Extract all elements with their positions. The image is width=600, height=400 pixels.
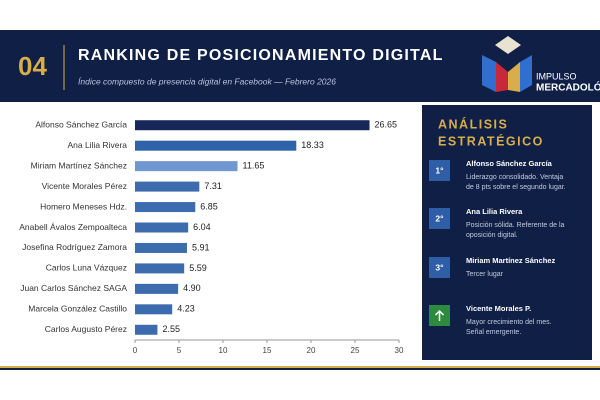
panel-bg (422, 105, 592, 360)
category-label: Vicente Morales Pérez (42, 181, 127, 191)
category-label: Miriam Martínez Sánchez (31, 160, 127, 170)
panel-title: ANÁLISIS (438, 116, 508, 131)
category-label: Carlos Luna Vázquez (46, 263, 127, 273)
badge-label: 1° (435, 165, 444, 175)
badge (429, 208, 450, 229)
footer-navy (0, 368, 600, 370)
category-label: Homero Meneses Hdz. (40, 201, 127, 211)
item-name: Vicente Morales P. (466, 304, 531, 313)
bar (135, 181, 200, 192)
subtitle: Índice compuesto de presencia digital en… (78, 76, 336, 86)
bar (135, 140, 297, 151)
value-label: 6.85 (200, 201, 218, 211)
value-label: 6.04 (193, 222, 211, 232)
bar (135, 324, 158, 335)
category-label: Ana Lilia Rivera (67, 140, 127, 150)
bar (135, 304, 173, 315)
x-tick-label: 30 (395, 346, 404, 355)
x-tick-label: 15 (263, 346, 272, 355)
x-tick-label: 20 (307, 346, 316, 355)
footer-gold (0, 366, 600, 368)
x-tick-label: 25 (351, 346, 360, 355)
value-label: 18.33 (301, 140, 324, 150)
bar (135, 242, 188, 253)
value-label: 2.55 (162, 324, 180, 334)
category-label: Juan Carlos Sánchez SAGA (20, 283, 127, 293)
item-text: Liderazgo consolidado. Ventaja (466, 174, 563, 181)
item-name: Miriam Martínez Sánchez (466, 256, 555, 265)
value-label: 5.59 (189, 263, 207, 273)
logo-line2: MERCADOLÓGICO (536, 81, 600, 94)
panel-title: ESTRATÉGICO (438, 133, 544, 148)
badge (429, 257, 450, 278)
bar (135, 120, 370, 131)
x-tick-label: 5 (177, 346, 182, 355)
arrow-icon (434, 309, 445, 321)
bar (135, 222, 189, 233)
category-label: Anabell Ávalos Zempoalteca (19, 222, 127, 232)
bar (135, 161, 238, 172)
item-text: Tercer lugar (466, 271, 504, 278)
logo-mark (482, 36, 532, 92)
value-label: 11.65 (243, 161, 265, 171)
slide-number: 04 (18, 51, 47, 81)
item-name: Ana Lilia Rivera (466, 207, 523, 216)
category-label: Josefina Rodríguez Zamora (22, 242, 127, 252)
bar (135, 283, 179, 294)
item-text: oposición digital. (466, 232, 518, 239)
item-text: Señal emergente. (466, 329, 521, 336)
bar (135, 263, 185, 274)
badge-label: 3° (435, 262, 444, 272)
x-tick-label: 0 (133, 346, 138, 355)
item-text: Posición sólida. Referente de la (466, 222, 565, 229)
category-label: Marcela González Castillo (28, 304, 127, 314)
badge (429, 160, 450, 181)
value-label: 26.65 (375, 120, 398, 130)
item-text: Mayor crecimiento del mes. (466, 319, 552, 326)
value-label: 5.91 (192, 242, 210, 252)
bar (135, 202, 196, 213)
value-label: 7.31 (204, 181, 222, 191)
x-tick-label: 10 (219, 346, 228, 355)
value-label: 4.90 (183, 283, 201, 293)
item-text: de 8 pts sobre el segundo lugar. (466, 184, 566, 191)
badge-label: 2° (435, 213, 444, 223)
value-label: 4.23 (177, 304, 195, 314)
title: RANKING DE POSICIONAMIENTO DIGITAL (78, 47, 444, 64)
category-label: Alfonso Sánchez García (35, 119, 127, 129)
category-label: Carlos Augusto Pérez (45, 324, 127, 334)
item-name: Alfonso Sánchez García (466, 159, 553, 168)
logo-line1: IMPULSO (536, 71, 577, 81)
